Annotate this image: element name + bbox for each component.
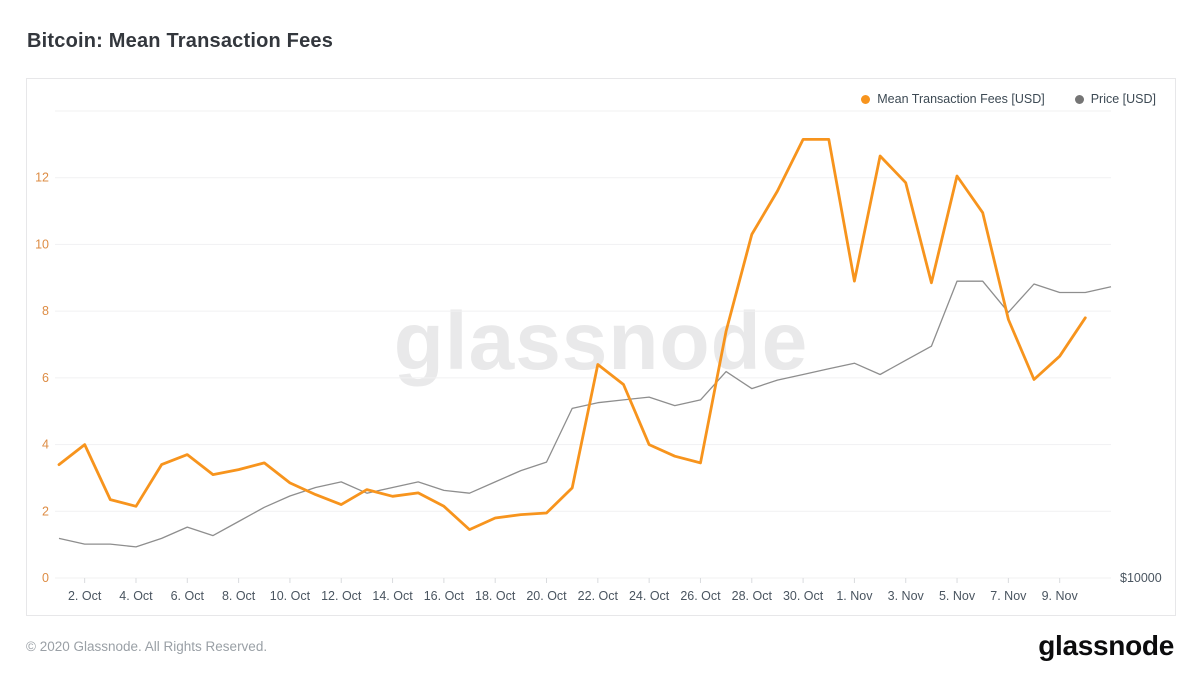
chart-panel: Mean Transaction Fees [USD] Price [USD] g… [26, 78, 1176, 616]
right-axis-label: $10000 [1120, 571, 1162, 585]
x-axis-label: 28. Oct [732, 589, 773, 603]
y-axis-label: 4 [42, 438, 49, 452]
x-axis-label: 24. Oct [629, 589, 670, 603]
x-axis-label: 4. Oct [119, 589, 153, 603]
y-axis-label: 0 [42, 571, 49, 585]
legend-label: Mean Transaction Fees [USD] [877, 92, 1045, 106]
page-title: Bitcoin: Mean Transaction Fees [27, 30, 334, 52]
y-axis-label: 10 [35, 237, 49, 251]
x-axis-label: 8. Oct [222, 589, 256, 603]
y-axis-label: 2 [42, 504, 49, 518]
x-axis-label: 22. Oct [578, 589, 619, 603]
y-axis-label: 6 [42, 371, 49, 385]
x-axis-label: 9. Nov [1042, 589, 1079, 603]
x-axis-label: 7. Nov [990, 589, 1027, 603]
copyright-text: © 2020 Glassnode. All Rights Reserved. [26, 638, 268, 654]
x-axis-label: 18. Oct [475, 589, 516, 603]
footer: © 2020 Glassnode. All Rights Reserved. g… [26, 632, 1174, 660]
x-axis-label: 20. Oct [526, 589, 567, 603]
chart-svg[interactable]: 2. Oct 4. Oct 6. Oct 8. Oct 10. Oct 12. Oct 14… [27, 79, 1175, 615]
legend-dot [861, 94, 871, 104]
x-axis-label: 14. Oct [372, 589, 413, 603]
y-axis-label: 8 [42, 304, 49, 318]
legend-dot [1074, 94, 1084, 104]
x-axis-label: 3. Nov [888, 589, 925, 603]
x-axis-label: 26. Oct [680, 589, 721, 603]
x-axis-label: 1. Nov [836, 589, 873, 603]
chart-legend: Mean Transaction Fees [USD] Price [USD] [861, 92, 1156, 106]
fees-line[interactable] [57, 138, 1087, 532]
x-axis-label: 6. Oct [171, 589, 205, 603]
y-axis-label: 12 [35, 171, 49, 185]
legend-item-price[interactable]: Price [USD] [1074, 92, 1156, 106]
x-axis-label: 30. Oct [783, 589, 824, 603]
price-line[interactable] [58, 280, 1112, 548]
legend-item-fees[interactable]: Mean Transaction Fees [USD] [861, 92, 1045, 106]
legend-label: Price [USD] [1090, 92, 1156, 106]
x-axis-label: 5. Nov [939, 589, 976, 603]
x-axis-label: 12. Oct [321, 589, 362, 603]
glassnode-logo[interactable]: glassnode [1038, 630, 1174, 661]
x-axis-label: 2. Oct [68, 589, 102, 603]
x-axis-label: 16. Oct [424, 589, 465, 603]
x-axis-label: 10. Oct [270, 589, 311, 603]
